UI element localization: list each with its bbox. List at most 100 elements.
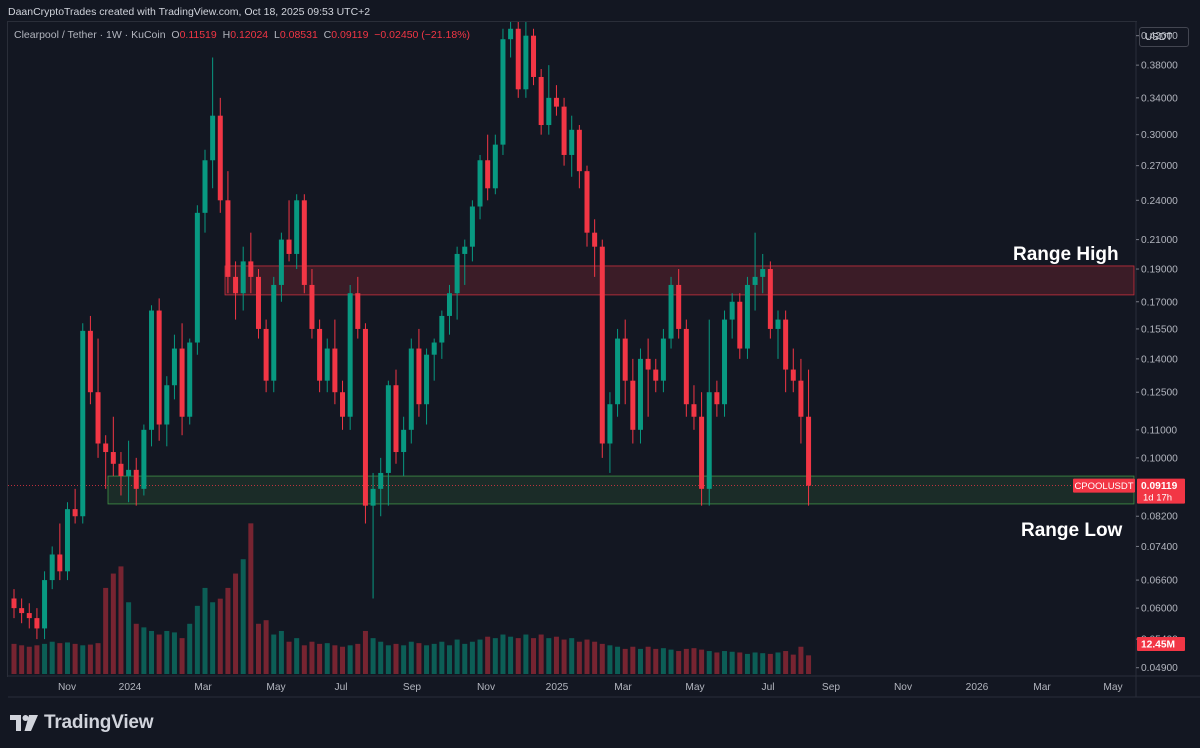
volume-bar: [660, 648, 666, 674]
volume-bar: [202, 587, 208, 674]
candle: [194, 205, 200, 355]
candle: [11, 589, 17, 619]
volume-bar: [699, 649, 705, 674]
volume-bar: [141, 627, 147, 674]
candle-body: [599, 246, 605, 444]
candle-body: [194, 212, 200, 343]
volume-bar: [286, 641, 292, 674]
volume-bar: [615, 646, 621, 674]
volume-bar: [645, 646, 651, 674]
tradingview-logo[interactable]: TradingView: [10, 710, 154, 736]
candle: [72, 488, 78, 524]
candle: [263, 319, 269, 393]
volume-bar: [378, 641, 384, 674]
volume-bar: [722, 651, 728, 674]
candle: [164, 376, 170, 447]
candle-body: [462, 246, 468, 254]
volume-bar: [775, 652, 781, 674]
candle: [355, 276, 361, 339]
range-low-label: Range Low: [1021, 520, 1123, 541]
candle: [19, 598, 25, 624]
candle-body: [523, 35, 529, 90]
candle: [87, 315, 93, 405]
volume-bar: [42, 643, 48, 674]
candle-body: [775, 319, 781, 329]
candle-body: [722, 319, 728, 405]
volume-bar: [171, 632, 177, 674]
candle: [798, 358, 804, 444]
candle-body: [783, 319, 789, 370]
volume-bar: [508, 636, 514, 674]
volume-bar: [744, 653, 750, 674]
candle-body: [42, 580, 48, 629]
candle-body: [508, 28, 514, 40]
volume-bar: [340, 646, 346, 674]
volume-bar: [599, 643, 605, 674]
candle-body: [385, 385, 391, 473]
volume-bar: [255, 623, 261, 674]
symbol-label[interactable]: Clearpool / Tether · 1W · KuCoin: [14, 29, 166, 41]
candle: [240, 246, 246, 311]
volume-bar: [263, 620, 269, 674]
volume-bar: [95, 643, 101, 674]
candle: [668, 276, 674, 349]
price-tick-label: 0.30000: [1141, 130, 1178, 141]
candle-body: [64, 509, 70, 572]
candle-body: [286, 239, 292, 254]
candle: [576, 125, 582, 189]
volume-bar: [569, 638, 575, 674]
volume-bar: [19, 645, 25, 674]
candle: [722, 310, 728, 417]
volume-bar: [370, 638, 376, 674]
price-tick-label: 0.17000: [1141, 297, 1178, 308]
time-tick-label: May: [685, 682, 705, 693]
candle: [294, 194, 300, 270]
candle: [378, 457, 384, 517]
volume-bar: [767, 653, 773, 674]
price-tick-label: 0.12500: [1141, 388, 1178, 399]
candle-body: [133, 469, 139, 489]
candle-body: [806, 416, 812, 486]
change-value: −0.02450 (−21.18%): [374, 29, 471, 41]
volume-bar: [446, 645, 452, 674]
candle-body: [569, 129, 575, 155]
candle: [416, 328, 422, 417]
candle-body: [668, 284, 674, 339]
volume-bar: [118, 566, 124, 674]
candle: [714, 380, 720, 417]
volume-bar: [653, 648, 659, 674]
candle-body: [767, 269, 773, 329]
candle: [34, 608, 40, 640]
candle-body: [637, 358, 643, 430]
volume-bar: [607, 645, 613, 674]
symbol-tag-box: [1073, 478, 1135, 493]
plot-area[interactable]: [7, 21, 1137, 677]
volume-bar: [485, 636, 491, 674]
price-tick-label: 0.04900: [1141, 663, 1178, 674]
candle-body: [714, 392, 720, 405]
candle-body: [80, 330, 86, 517]
candle-body: [355, 293, 361, 329]
candle: [424, 348, 430, 425]
volume-bar: [49, 641, 55, 674]
candle-body: [347, 293, 353, 417]
candle: [286, 200, 292, 262]
candle: [385, 380, 391, 506]
candle: [370, 472, 376, 599]
volume-bar: [271, 634, 277, 674]
candle: [515, 22, 521, 98]
candle-body: [317, 328, 323, 381]
volume-bar: [324, 643, 330, 674]
candle: [340, 380, 346, 430]
volume-bar: [210, 602, 216, 674]
candle: [332, 319, 338, 405]
volume-bar: [760, 653, 766, 674]
candle-body: [149, 310, 155, 430]
candle: [26, 603, 32, 629]
currency-selector[interactable]: USDT: [1139, 27, 1189, 47]
candle: [49, 546, 55, 590]
candles: [11, 22, 812, 640]
volume-bar: [806, 655, 812, 674]
close-value: 0.09119: [331, 29, 369, 41]
